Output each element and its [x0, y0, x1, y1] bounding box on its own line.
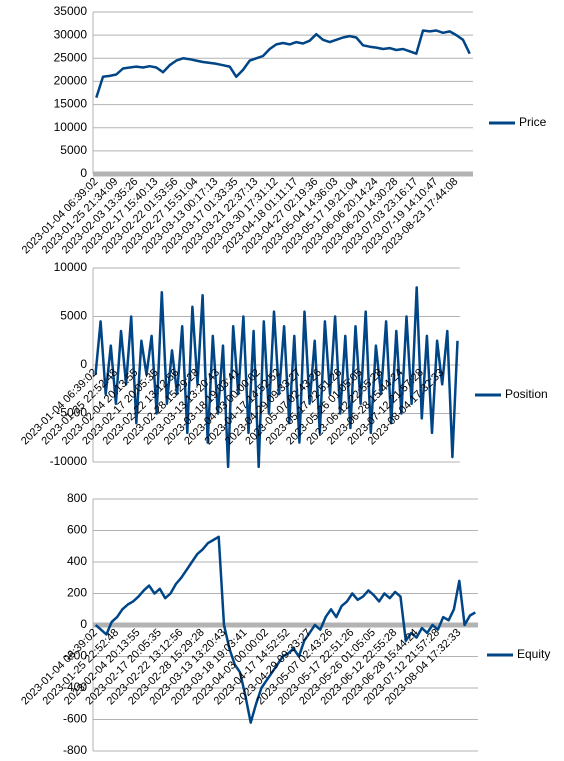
y-tick-label: -800	[63, 743, 87, 757]
y-tick-label: 800	[67, 491, 87, 505]
y-tick-label: 20000	[54, 74, 88, 88]
y-tick-label: 15000	[54, 97, 88, 111]
y-tick-label: 0	[80, 357, 87, 371]
y-tick-label: 35000	[54, 4, 88, 18]
legend-label: Equity	[517, 647, 550, 661]
y-tick-label: 200	[67, 586, 87, 600]
price-line	[95, 29, 471, 98]
price-line	[94, 535, 476, 724]
y-tick-label: 25000	[54, 50, 88, 64]
y-tick-label: -5000	[56, 406, 87, 420]
y-tick-label: 0	[80, 166, 87, 180]
y-tick-label: 600	[67, 523, 87, 537]
y-tick-label: -200	[63, 649, 87, 663]
y-tick-label: 10000	[54, 120, 88, 134]
y-tick-label: 5000	[60, 309, 87, 323]
y-tick-label: -600	[63, 712, 87, 726]
y-tick-label: 30000	[54, 27, 88, 41]
price-line	[94, 286, 459, 469]
y-tick-label: 10000	[54, 260, 88, 274]
y-tick-label: 5000	[60, 143, 87, 157]
y-tick-label: 0	[80, 617, 87, 631]
legend-label: Price	[519, 115, 547, 129]
y-tick-label: -10000	[50, 454, 88, 468]
y-tick-label: 400	[67, 554, 87, 568]
y-tick-label: -400	[63, 680, 87, 694]
legend-label: Position	[505, 387, 548, 401]
